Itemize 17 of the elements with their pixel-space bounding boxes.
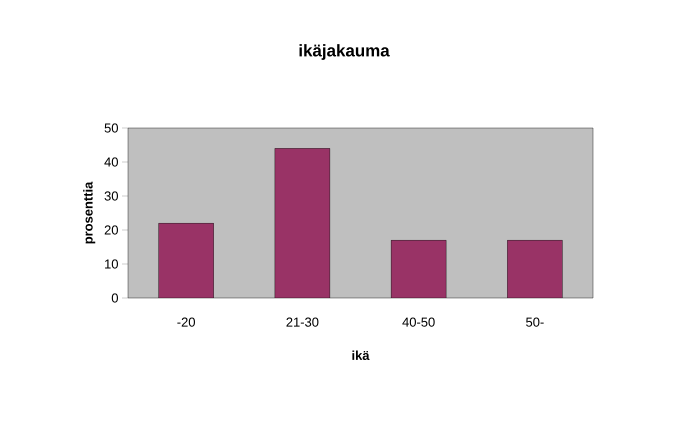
bar <box>274 148 330 298</box>
y-tick-label: 0 <box>112 293 118 303</box>
chart-title: ikäjakauma <box>300 44 390 60</box>
y-tick-label: 30 <box>104 191 118 201</box>
y-tick-label: 20 <box>104 225 118 235</box>
x-tick-label: 40-50 <box>402 318 435 327</box>
x-tick-label: -20 <box>177 318 195 327</box>
x-tick-label: 21-30 <box>286 318 318 327</box>
bar <box>390 240 446 298</box>
bar <box>158 223 214 298</box>
y-axis-title: prosenttia <box>83 182 96 244</box>
y-tick-label: 40 <box>104 157 118 167</box>
y-tick-label: 10 <box>105 259 118 269</box>
x-axis-title: ikä <box>352 350 370 360</box>
bar <box>507 240 563 298</box>
y-tick-label: 50 <box>104 123 118 133</box>
x-tick-label: 50- <box>526 318 544 327</box>
